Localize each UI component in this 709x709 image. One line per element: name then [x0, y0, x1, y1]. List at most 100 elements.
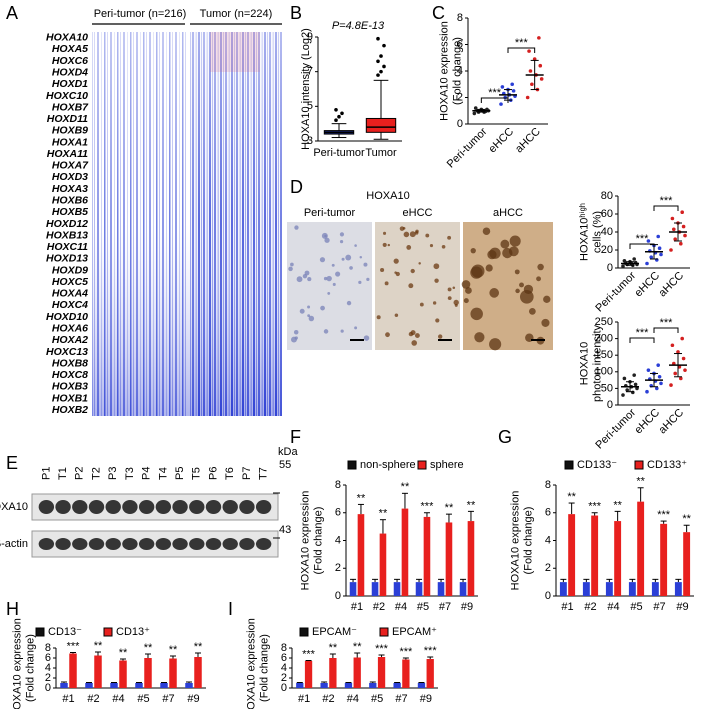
x-tick-label: #7: [653, 601, 665, 613]
cell-nucleus: [453, 299, 459, 306]
cell-nucleus: [406, 245, 412, 250]
data-point: [635, 386, 639, 391]
y-tick-label: 40: [601, 226, 613, 238]
panel-letter: B: [290, 3, 302, 23]
significance: **: [353, 641, 362, 653]
data-point: [657, 246, 662, 250]
bar: [69, 653, 77, 688]
blot-band: [172, 538, 188, 550]
significance: ***: [515, 37, 529, 49]
blot-band: [222, 500, 238, 514]
bar: [426, 659, 434, 688]
cell-nucleus: [487, 249, 497, 260]
bar: [110, 683, 118, 688]
cell-nucleus: [394, 271, 397, 274]
gene-label: HOXB3: [52, 381, 88, 393]
bar: [185, 683, 193, 688]
gene-label: HOXD10: [46, 311, 88, 323]
outlier: [340, 111, 344, 116]
significance: ***: [302, 648, 316, 660]
y-tick-label: 8: [281, 642, 287, 654]
cell-nucleus: [288, 266, 293, 272]
panel-letter: F: [290, 427, 301, 447]
x-tick-label: #4: [607, 601, 619, 613]
x-tick-label: #9: [676, 601, 688, 613]
gene-label: HOXA3: [52, 183, 88, 195]
legend-label: CD133⁻: [577, 459, 617, 471]
gene-label: HOXC11: [47, 241, 88, 253]
cell-nucleus: [346, 300, 352, 306]
blot-band: [122, 538, 138, 550]
gene-label: HOXD3: [52, 171, 88, 183]
cell-nucleus: [308, 315, 315, 322]
blot-band: [105, 500, 121, 514]
micrograph-label: eHCC: [403, 207, 433, 219]
y-tick-label: 6: [281, 652, 287, 664]
bar: [674, 582, 682, 596]
y-tick-label: 150: [595, 349, 613, 361]
gene-label: HOXD13: [46, 253, 88, 265]
x-tick-label: aHCC: [513, 126, 543, 156]
cell-nucleus: [307, 314, 311, 318]
x-tick-label: Tumor: [365, 147, 397, 159]
marker: 55: [279, 459, 291, 471]
significance: **: [329, 642, 338, 654]
micrograph-label: Peri-tumor: [304, 207, 356, 219]
y-axis-label: HOXA10: [578, 342, 590, 385]
cell-nucleus: [474, 332, 485, 343]
bar: [304, 661, 313, 688]
lane-label: P3: [107, 467, 119, 480]
bar: [660, 523, 668, 596]
x-tick-label: Peri-tumor: [593, 406, 638, 451]
bar: [357, 514, 365, 596]
cell-nucleus: [418, 262, 421, 265]
data-point: [657, 374, 662, 379]
legend-label: EPCAM⁻: [312, 626, 357, 638]
outlier: [379, 69, 383, 74]
data-point: [528, 69, 533, 73]
y-tick-label: 0: [281, 682, 287, 694]
data-point: [539, 77, 544, 81]
bar: [467, 521, 475, 596]
blot-band: [155, 500, 172, 514]
cell-nucleus: [359, 256, 363, 259]
cell-nucleus: [399, 226, 405, 231]
bar: [379, 533, 387, 596]
x-tick-label: #4: [112, 693, 124, 705]
blot-band: [88, 538, 105, 550]
data-point: [683, 233, 687, 238]
x-tick-label: #4: [347, 693, 359, 705]
x-tick-label: #1: [298, 693, 310, 705]
y-tick-label: 8: [45, 642, 51, 654]
legend-label: CD13⁻: [48, 626, 82, 638]
legend-label: sphere: [430, 459, 464, 471]
y-tick-label: 2: [457, 91, 463, 103]
significance-bracket: [653, 327, 679, 333]
cell-nucleus: [523, 284, 534, 294]
cell-nucleus: [294, 336, 298, 340]
lane-label: P2: [74, 467, 86, 480]
blot-band: [72, 538, 88, 550]
cell-nucleus: [461, 280, 471, 289]
y-axis-label: HOXA10 expression: [11, 618, 23, 709]
cell-nucleus: [409, 231, 416, 238]
bar: [60, 683, 68, 688]
data-point: [646, 368, 651, 372]
significance: ***: [636, 327, 650, 339]
gene-label: HOXD9: [52, 264, 88, 276]
micrograph: [287, 222, 372, 350]
cell-nucleus: [323, 329, 329, 334]
y-axis-label: photon intensity: [591, 324, 603, 402]
bar: [369, 683, 377, 688]
cell-nucleus: [327, 292, 331, 295]
y-tick-label: 60: [601, 208, 613, 220]
gene-label: HOXB2: [52, 404, 88, 416]
outlier: [334, 108, 338, 112]
cell-nucleus: [340, 329, 344, 333]
cell-nucleus: [376, 315, 381, 320]
data-point: [621, 264, 625, 269]
bar: [393, 683, 401, 688]
cell-nucleus: [323, 276, 328, 281]
cell-nucleus: [332, 282, 336, 286]
y-tick-label: 20: [601, 244, 613, 256]
